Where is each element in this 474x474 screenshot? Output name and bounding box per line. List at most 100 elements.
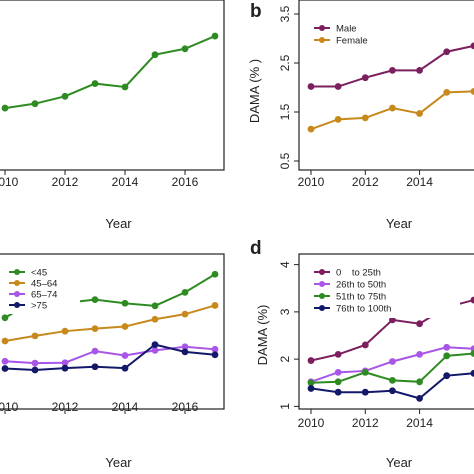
series-line (311, 44, 474, 88)
legend-entry: 45–64 (31, 279, 57, 290)
x-tick-label: 2014 (406, 416, 433, 430)
legend-swatch-point (319, 25, 325, 31)
data-point (211, 345, 219, 353)
data-point (121, 323, 129, 330)
x-axis-label: Year (386, 455, 413, 470)
y-tick-label: 3 (278, 308, 292, 315)
data-point (416, 110, 423, 117)
x-tick-label: 2010 (0, 175, 19, 189)
data-point (91, 363, 99, 371)
data-point (389, 376, 396, 384)
y-tick-label: 4 (278, 261, 292, 268)
plot-frame (0, 0, 225, 171)
data-point (361, 74, 369, 82)
data-point (416, 320, 423, 328)
data-point (121, 83, 129, 91)
series-line (310, 372, 474, 400)
legend-entry: Male (336, 24, 357, 35)
data-point (121, 364, 129, 372)
y-axis-label: DAMA (%) (255, 305, 270, 366)
panel-b-chart: 2010 2012 2014 0.5 1.5 2.5 3.5 Year DAMA (% ) b Ma… (247, 0, 474, 231)
data-point (1, 104, 9, 112)
x-axis-label: Year (386, 216, 413, 231)
legend-entry: Female (336, 36, 368, 47)
y-tick-label: 2 (278, 355, 292, 362)
data-point (31, 100, 39, 108)
data-point (31, 332, 39, 340)
data-point (151, 341, 159, 348)
x-tick-label: 2010 (0, 400, 19, 414)
data-point (361, 114, 369, 122)
data-point (443, 352, 451, 360)
data-point (151, 51, 159, 59)
x-tick-label: 2010 (298, 175, 325, 189)
data-point (334, 351, 342, 358)
legend-entry: 0 to 25th (336, 268, 381, 279)
series-line (310, 298, 474, 362)
data-point (211, 270, 219, 278)
data-point (470, 42, 474, 50)
data-point (389, 104, 396, 112)
data-point (334, 83, 342, 90)
x-tick-label: 2010 (298, 416, 325, 430)
legend-swatch-point (319, 293, 325, 299)
data-point (389, 316, 396, 324)
data-point (151, 315, 159, 323)
series-group (1, 32, 219, 112)
series-line (4, 343, 216, 371)
data-point (416, 394, 423, 402)
data-point (61, 364, 69, 372)
legend-entry: 51th to 75th (336, 292, 386, 303)
data-point (470, 88, 474, 95)
data-point (470, 350, 474, 357)
data-point (91, 80, 99, 87)
x-axis-label: Year (105, 216, 132, 231)
x-tick-label: 2014 (112, 400, 139, 414)
x-tick-label: 2012 (52, 400, 79, 414)
panel-d-chart: 2010 2012 2014 1 2 3 4 Year DAMA (%) d 0 to 25th26… (250, 238, 474, 470)
panel-label: b (250, 1, 262, 22)
data-point (307, 379, 315, 387)
x-tick-label: 2012 (352, 175, 379, 189)
data-point (181, 348, 189, 356)
data-point (31, 359, 39, 367)
data-point (361, 388, 369, 396)
series-group (307, 42, 474, 133)
series-line (4, 304, 216, 342)
data-point (416, 66, 423, 74)
legend-box (310, 264, 460, 318)
x-tick-label: 2014 (112, 175, 139, 189)
data-point (211, 302, 219, 309)
y-tick-label: 1.5 (278, 103, 292, 120)
data-point (151, 302, 159, 310)
series-group (1, 270, 219, 374)
y-tick-label: 2.5 (278, 54, 292, 71)
data-point (470, 369, 474, 377)
data-point (334, 388, 342, 396)
data-point (334, 378, 342, 386)
plot-frame (298, 253, 474, 410)
x-tick-label: 2012 (352, 416, 379, 430)
data-point (1, 314, 9, 322)
data-point (389, 387, 396, 395)
data-point (307, 83, 315, 90)
data-point (61, 359, 69, 367)
data-point (181, 310, 189, 318)
data-point (307, 385, 315, 392)
legend-swatch-point (14, 291, 20, 297)
legend-box (310, 20, 410, 50)
data-point (121, 299, 129, 307)
data-point (61, 92, 69, 100)
data-point (334, 368, 342, 376)
legend-entry: >75 (31, 301, 47, 312)
x-tick-label: 2016 (172, 400, 199, 414)
data-point (181, 343, 189, 351)
series-line (310, 90, 474, 131)
series-line (4, 35, 216, 110)
x-axis-label: Year (105, 455, 132, 470)
data-point (1, 357, 9, 365)
legend-swatch-point (319, 281, 325, 287)
legend-entry: 76th to 100th (336, 304, 391, 315)
